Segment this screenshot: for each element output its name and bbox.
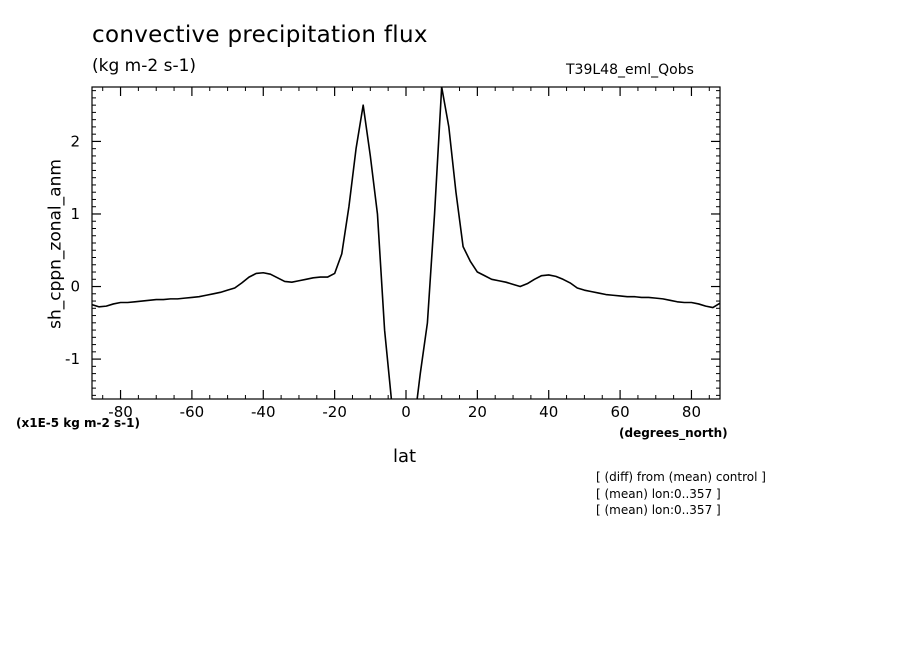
x-axis-label: lat	[393, 446, 417, 467]
chart-title: convective precipitation flux	[92, 22, 428, 48]
y-tick-label: 0	[70, 278, 80, 296]
x-tick-label: -40	[251, 403, 276, 421]
y-scale-note: (x1E-5 kg m-2 s-1)	[16, 416, 140, 430]
x-tick-label: -80	[108, 403, 133, 421]
note-mean-lon-1: [ (mean) lon:0..357 ]	[596, 487, 721, 501]
y-tick-label: 2	[70, 132, 80, 150]
note-diff: [ (diff) from (mean) control ]	[596, 470, 766, 484]
y-tick-label: -1	[65, 350, 80, 368]
y-tick-label: 1	[70, 205, 80, 223]
x-tick-label: 40	[539, 403, 558, 421]
x-tick-label: -20	[322, 403, 347, 421]
series-line	[92, 87, 720, 399]
x-tick-label: 60	[611, 403, 630, 421]
x-tick-label: -60	[180, 403, 205, 421]
run-label: T39L48_eml_Qobs	[566, 62, 694, 78]
chart-subtitle: (kg m-2 s-1)	[92, 56, 197, 76]
x-tick-label: 20	[468, 403, 487, 421]
x-unit-label: (degrees_north)	[619, 426, 728, 440]
note-mean-lon-2: [ (mean) lon:0..357 ]	[596, 503, 721, 517]
plot-frame	[91, 86, 721, 400]
x-tick-label: 80	[682, 403, 701, 421]
x-tick-label: 0	[401, 403, 411, 421]
